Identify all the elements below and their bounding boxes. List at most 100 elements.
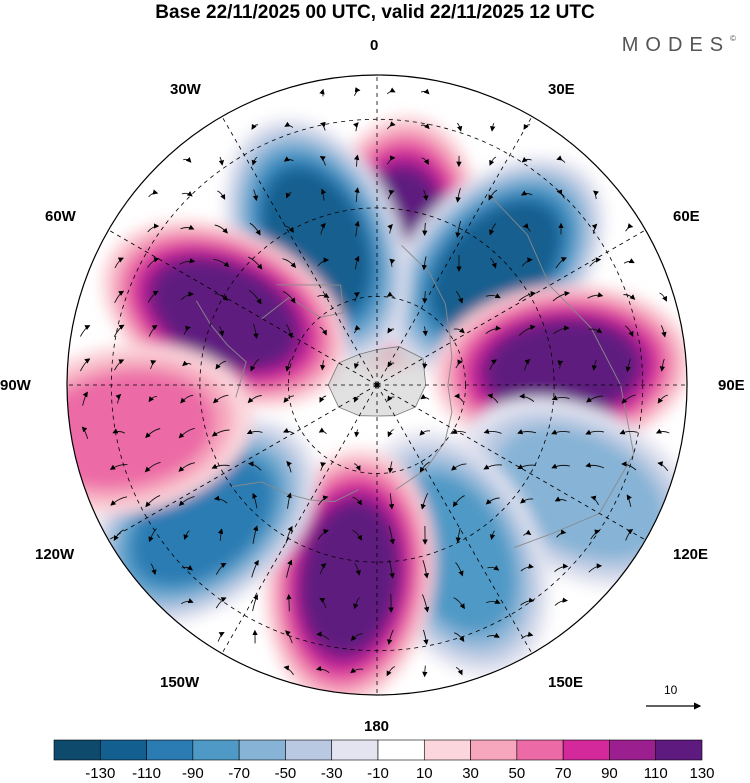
wind-vector	[388, 560, 395, 579]
wind-vector	[455, 290, 464, 304]
wind-vector	[626, 494, 632, 507]
wind-vector	[252, 323, 259, 339]
graticule	[67, 75, 687, 695]
wind-vector	[422, 629, 429, 645]
wind-vector	[489, 223, 497, 236]
colorbar-tick-label: 10	[415, 765, 433, 782]
brand-copyright-mark: ©	[730, 34, 736, 43]
wind-vector	[286, 324, 294, 339]
lon-label-150e: 150E	[548, 674, 584, 691]
wind-vector	[553, 325, 570, 335]
wind-vector	[283, 156, 294, 162]
wind-vector	[318, 427, 327, 435]
colorbar-swatch	[470, 739, 518, 761]
lon-label-150w: 150W	[160, 674, 200, 691]
wind-vector	[453, 327, 465, 334]
wind-vector	[144, 461, 161, 473]
lon-label-30w: 30W	[170, 81, 201, 98]
wind-vector	[387, 395, 395, 402]
wind-vector	[386, 666, 396, 677]
north-pole-marker	[374, 382, 380, 388]
colorbar-tick-label: -70	[228, 765, 250, 782]
wind-vector	[489, 530, 496, 540]
lon-label-60e: 60E	[673, 208, 700, 225]
wind-vector	[286, 593, 292, 612]
coastline	[261, 284, 344, 319]
wind-vector	[422, 560, 429, 579]
parallel-line	[199, 207, 555, 563]
reference-vector-label: 10	[664, 683, 678, 697]
wind-vector	[657, 394, 668, 404]
wind-vector	[150, 563, 157, 576]
wind-vector	[420, 88, 430, 95]
wind-vector	[623, 258, 635, 264]
colorbar-swatch	[377, 739, 425, 761]
parallel-line	[288, 296, 466, 474]
map-title: Base 22/11/2025 00 UTC, valid 22/11/2025…	[155, 2, 595, 23]
wind-vector	[354, 463, 361, 472]
lon-label-120w: 120W	[35, 546, 75, 563]
meridian-line	[108, 229, 378, 386]
lon-label-90e: 90E	[718, 377, 745, 394]
wind-vector	[251, 123, 259, 130]
wind-vector	[521, 190, 533, 196]
wind-vector	[248, 461, 262, 471]
wind-vector	[319, 156, 326, 166]
wind-vector	[252, 189, 259, 202]
wind-vectors	[79, 87, 670, 678]
wind-vector	[252, 492, 258, 509]
wind-vector	[282, 290, 296, 304]
wind-vector	[285, 191, 292, 199]
globe-boundary	[66, 74, 688, 696]
colorbar-tick-label: 70	[554, 765, 572, 782]
wind-vector	[489, 122, 496, 132]
wind-vector	[181, 191, 193, 197]
wind-vector	[454, 393, 464, 403]
wind-vector	[590, 495, 599, 506]
wind-vector	[320, 462, 327, 471]
meridian-line	[376, 384, 646, 541]
wind-vector	[556, 529, 567, 538]
parallel-line	[110, 118, 644, 652]
wind-vector	[353, 395, 360, 403]
wind-vector	[319, 563, 327, 575]
wind-vector	[211, 429, 230, 437]
wind-vector	[250, 358, 260, 372]
meridian-line	[221, 116, 378, 386]
wind-vector	[319, 121, 326, 131]
wind-vector	[114, 359, 125, 371]
lon-label-30e: 30E	[548, 81, 575, 98]
wind-vector	[518, 290, 537, 302]
wind-vector	[557, 360, 564, 369]
wind-vector	[249, 222, 261, 236]
wind-vector	[350, 633, 363, 641]
wind-vector	[591, 359, 598, 371]
wind-vector	[422, 326, 428, 337]
wind-vector	[180, 394, 194, 404]
wind-vector	[213, 258, 230, 268]
wind-vector	[181, 565, 193, 571]
wind-vector	[82, 391, 88, 406]
wind-vector	[148, 396, 157, 403]
colorbar	[53, 739, 703, 761]
anomaly-contour-band	[151, 259, 298, 368]
anomaly-contour-band	[495, 426, 666, 560]
brand-logo: MODES©	[622, 34, 736, 57]
wind-vector	[387, 361, 395, 368]
wind-vector	[483, 428, 502, 434]
colorbar-swatch	[285, 739, 333, 761]
wind-vector	[387, 155, 396, 165]
wind-vector	[178, 462, 195, 472]
colorbar-tick-label: 110	[643, 765, 668, 782]
colorbar-tick-label: 130	[689, 765, 715, 782]
wind-vector	[485, 325, 502, 334]
wind-vector	[350, 667, 364, 674]
wind-vector	[319, 597, 327, 608]
wind-vector	[589, 257, 602, 267]
colorbar-tick-label: -90	[182, 765, 204, 782]
wind-vector	[420, 123, 430, 130]
wind-vector	[178, 496, 195, 507]
colorbar-swatch	[192, 739, 240, 761]
wind-vector	[251, 559, 259, 578]
